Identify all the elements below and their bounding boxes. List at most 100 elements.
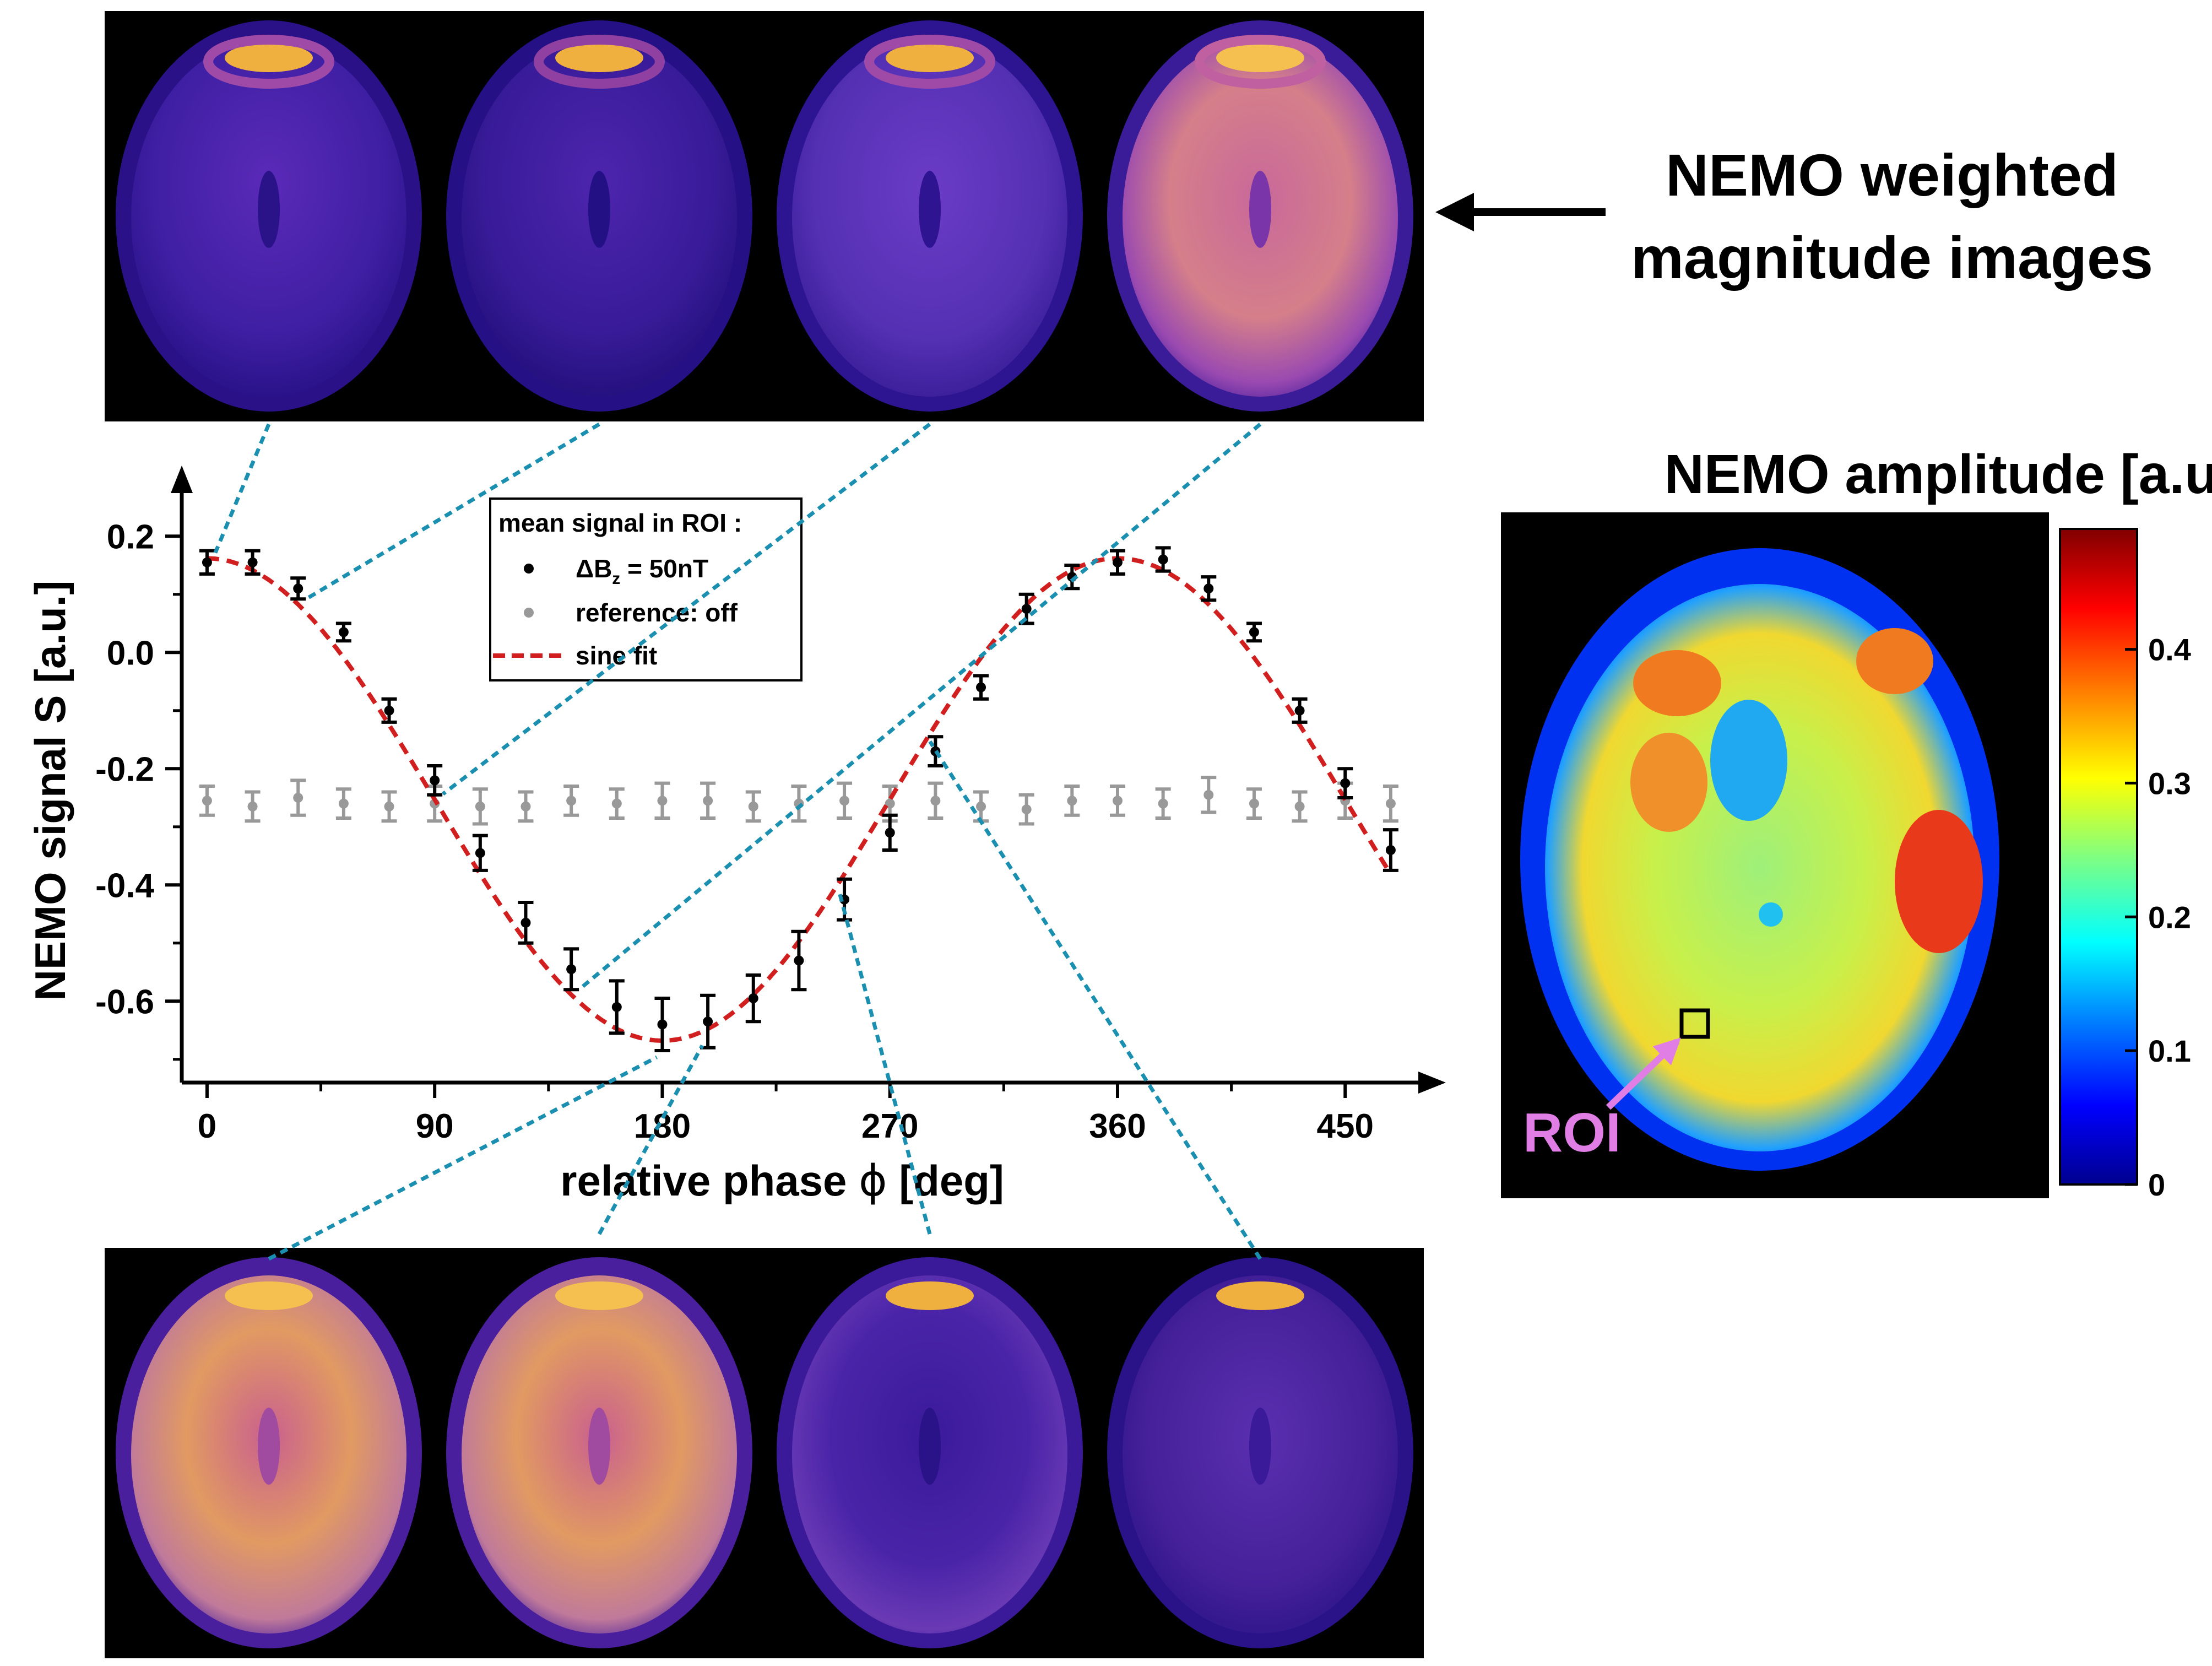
colorbar-tick-label: 0.3: [2148, 766, 2191, 800]
legend-box: [489, 497, 803, 681]
reference-point: [1201, 776, 1217, 814]
signal-point: [745, 973, 761, 1024]
signal-point: [1382, 828, 1398, 872]
reference-marker: [657, 796, 668, 806]
x-axis-label-text: relative phase: [560, 1156, 859, 1205]
signal-point: [1337, 767, 1353, 800]
y-tick-label: 0.2: [107, 518, 154, 556]
bottom-brain-image-2: [446, 1257, 752, 1648]
signal-point: [1018, 592, 1034, 625]
legend-signal-label: ΔBz = 50nT: [576, 554, 708, 588]
legend-fit-label: sine fit: [576, 641, 657, 670]
reference-marker: [1294, 801, 1305, 812]
reference-marker: [930, 796, 941, 806]
signal-marker: [1385, 845, 1396, 855]
reference-point: [1064, 784, 1080, 817]
legend-signal-marker: [524, 564, 534, 574]
reference-point: [199, 784, 215, 817]
roi-box: [1679, 1008, 1710, 1039]
reference-point: [973, 790, 989, 823]
reference-marker: [703, 796, 713, 806]
x-axis-label: relative phase ϕ [deg]: [560, 1156, 1004, 1206]
roi-label: ROI: [1523, 1102, 1621, 1164]
signal-point: [609, 979, 625, 1035]
signal-point: [563, 947, 579, 992]
amplitude-title: NEMO amplitude [a.u.]: [1665, 443, 2212, 505]
signal-point: [973, 674, 989, 701]
top-brain-image-4: [1107, 20, 1413, 412]
signal-point: [199, 549, 215, 576]
x-tick-label: 360: [1089, 1107, 1146, 1145]
signal-marker: [247, 557, 258, 567]
signal-marker: [566, 964, 577, 975]
signal-marker: [1021, 604, 1032, 614]
top-brain-image-2: [446, 20, 752, 412]
x-axis-label-unit: [deg]: [887, 1156, 1004, 1205]
legend-signal-sub: z: [612, 570, 620, 588]
signal-point: [335, 621, 351, 643]
signal-point: [791, 929, 807, 992]
reference-point: [563, 784, 579, 817]
signal-marker: [521, 917, 531, 928]
signal-marker: [885, 827, 895, 838]
connector-lines: [213, 422, 1262, 1261]
signal-marker: [475, 848, 485, 858]
reference-point: [245, 790, 261, 823]
signal-point: [1246, 621, 1262, 643]
connector-top: [213, 423, 271, 554]
y-axis-arrowhead: [171, 466, 193, 493]
reference-point: [1292, 790, 1308, 823]
x-tick-label: 270: [861, 1107, 918, 1145]
signal-marker: [703, 1016, 713, 1027]
signal-point: [518, 900, 534, 945]
connector-bottom: [268, 1055, 658, 1261]
reference-point: [381, 790, 397, 823]
signal-point: [427, 764, 443, 797]
signal-point: [472, 834, 488, 872]
y-tick-label: 0.0: [107, 634, 154, 672]
signal-marker: [794, 955, 804, 966]
colorbar-ticks: 0 0.1 0.2 0.3 0.4: [2125, 632, 2191, 1202]
signal-marker: [1294, 705, 1305, 716]
reference-marker: [1112, 796, 1123, 806]
signal-point: [882, 813, 898, 852]
reference-marker: [1021, 804, 1032, 815]
signal-marker: [293, 583, 303, 594]
reference-point: [1382, 784, 1398, 823]
reference-marker: [1385, 798, 1396, 809]
signal-marker: [1203, 583, 1214, 594]
y-tick-label: -0.6: [95, 983, 154, 1021]
connector-top: [442, 423, 931, 796]
signal-point: [1292, 697, 1308, 724]
reference-marker: [611, 798, 622, 809]
colorbar-tick-label: 0.1: [2148, 1034, 2191, 1068]
y-tick-label: -0.2: [95, 750, 154, 788]
reference-point: [472, 787, 488, 826]
reference-point: [654, 781, 670, 820]
connector-bottom: [928, 740, 1262, 1260]
signal-marker: [748, 993, 758, 1004]
signal-marker: [611, 1002, 622, 1012]
reference-point: [837, 781, 853, 820]
reference-marker: [202, 796, 212, 806]
colorbar-tick-label: 0.4: [2148, 632, 2191, 667]
reference-marker: [293, 793, 303, 803]
top-brain-image-1: [116, 20, 422, 412]
series-reference: [199, 776, 1398, 826]
bottom-brain-image-4: [1107, 1257, 1413, 1648]
reference-point: [1246, 787, 1262, 820]
signal-point: [381, 697, 397, 724]
x-tick-label: 450: [1317, 1107, 1374, 1145]
series-signal: [199, 546, 1398, 1052]
colorbar: [2059, 528, 2138, 1186]
legend-signal-prefix: ΔB: [576, 554, 612, 583]
reference-marker: [1203, 789, 1214, 800]
reference-point: [700, 781, 716, 820]
x-tick-label: 0: [198, 1107, 216, 1145]
reference-marker: [839, 796, 850, 806]
reference-point: [1109, 784, 1125, 817]
signal-point: [654, 997, 670, 1052]
signal-point: [245, 549, 261, 576]
reference-point: [791, 784, 807, 823]
